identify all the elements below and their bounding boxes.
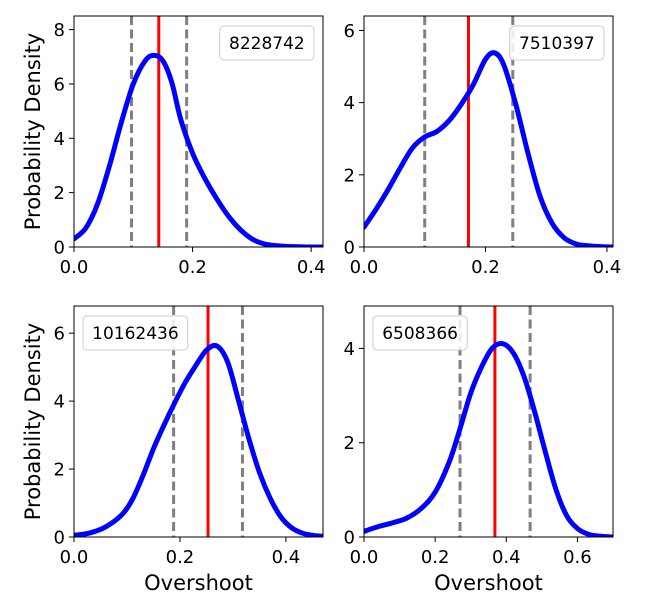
y-tick-label: 2 [54, 183, 65, 204]
axes-frame [73, 15, 324, 248]
panel-1: 0.0 0.2 0.4 0 2 4 6 8 Probability Density 8228742 [21, 15, 326, 278]
legend-box [219, 25, 315, 61]
legend-box [372, 315, 468, 351]
x-axis-label: Overshoot [144, 571, 253, 595]
x-tick-label: 0.2 [166, 547, 195, 568]
y-tick-label: 6 [344, 21, 355, 42]
y-tick-label: 4 [54, 129, 65, 150]
y-tick-label: 6 [54, 74, 65, 95]
x-tick-label: 0.4 [593, 257, 622, 278]
density-curve [364, 341, 613, 537]
y-tick-label: 6 [54, 324, 65, 345]
panel-3: 0.0 0.2 0.4 0 2 4 6 Overshoot Probability Densit… [21, 305, 324, 595]
legend-label: 7510397 [519, 34, 595, 54]
y-tick-label: 0 [344, 528, 355, 549]
y-tick-label: 4 [344, 339, 355, 360]
y-tick-label: 8 [54, 20, 65, 41]
y-tick-label: 2 [344, 433, 355, 454]
x-tick-label: 0.4 [297, 257, 326, 278]
x-tick-label: 0.6 [563, 547, 592, 568]
x-tick-label: 0.4 [272, 547, 301, 568]
legend-label: 6508366 [382, 324, 458, 344]
legend-label: 10162436 [92, 324, 179, 344]
panel-2: 0.0 0.2 0.4 0 2 4 6 7510397 [344, 15, 622, 278]
y-axis-label: Probability Density [21, 323, 45, 521]
y-axis-label: Probability Density [21, 33, 45, 231]
x-tick-label: 0.0 [350, 257, 379, 278]
y-tick-label: 0 [54, 238, 65, 259]
legend-box [82, 315, 189, 351]
panel-4: 0.0 0.2 0.4 0.6 0 2 4 Overshoot 6508366 [344, 305, 614, 595]
plot-area [364, 306, 613, 537]
axes-frame [363, 305, 614, 538]
y-tick-label: 4 [344, 93, 355, 114]
x-tick-label: 0.0 [60, 547, 89, 568]
density-curve [74, 52, 323, 247]
axes-frame [73, 305, 324, 538]
y-tick-label: 2 [54, 460, 65, 481]
y-tick-label: 4 [54, 392, 65, 413]
y-tick-label: 0 [344, 238, 355, 259]
x-tick-label: 0.2 [471, 257, 500, 278]
y-tick-label: 2 [344, 165, 355, 186]
legend-box [509, 25, 605, 61]
x-axis-label: Overshoot [434, 571, 543, 595]
plot-area [364, 16, 613, 247]
axes-frame [363, 15, 614, 248]
x-tick-label: 0.2 [178, 257, 207, 278]
density-curve [364, 50, 613, 247]
x-tick-label: 0.4 [492, 547, 521, 568]
plot-area [74, 16, 323, 247]
x-tick-label: 0.0 [350, 547, 379, 568]
plot-area [74, 306, 323, 537]
legend-label: 8228742 [229, 34, 305, 54]
x-tick-label: 0.0 [60, 257, 89, 278]
y-tick-label: 0 [54, 528, 65, 549]
density-curve [74, 342, 323, 537]
x-tick-label: 0.2 [421, 547, 450, 568]
